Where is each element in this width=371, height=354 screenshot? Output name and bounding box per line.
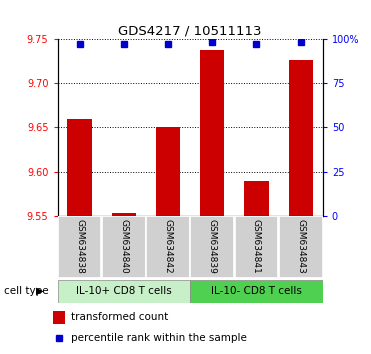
Text: transformed count: transformed count [70,312,168,322]
Bar [244,181,269,216]
Text: GSM634843: GSM634843 [296,219,305,274]
Text: percentile rank within the sample: percentile rank within the sample [70,333,246,343]
Text: ▶: ▶ [36,286,44,296]
Text: GSM634841: GSM634841 [252,219,261,274]
Bar [112,213,136,216]
Bar [58,280,190,303]
Bar [58,216,102,278]
Bar [234,216,278,278]
Bar [190,216,234,278]
Text: GSM634839: GSM634839 [208,219,217,274]
Bar [102,216,146,278]
Text: GSM634842: GSM634842 [164,219,173,274]
Bar [279,216,322,278]
Text: IL-10- CD8 T cells: IL-10- CD8 T cells [211,286,302,296]
Text: IL-10+ CD8 T cells: IL-10+ CD8 T cells [76,286,172,296]
Bar [146,216,190,278]
Text: GSM634840: GSM634840 [119,219,128,274]
Bar [289,60,313,216]
Bar [190,280,322,303]
Bar [200,50,224,216]
Bar [156,127,180,216]
Title: GDS4217 / 10511113: GDS4217 / 10511113 [118,25,262,38]
Bar [53,311,65,324]
Bar [68,119,92,216]
Text: cell type: cell type [4,286,48,296]
Text: GSM634838: GSM634838 [75,219,84,274]
